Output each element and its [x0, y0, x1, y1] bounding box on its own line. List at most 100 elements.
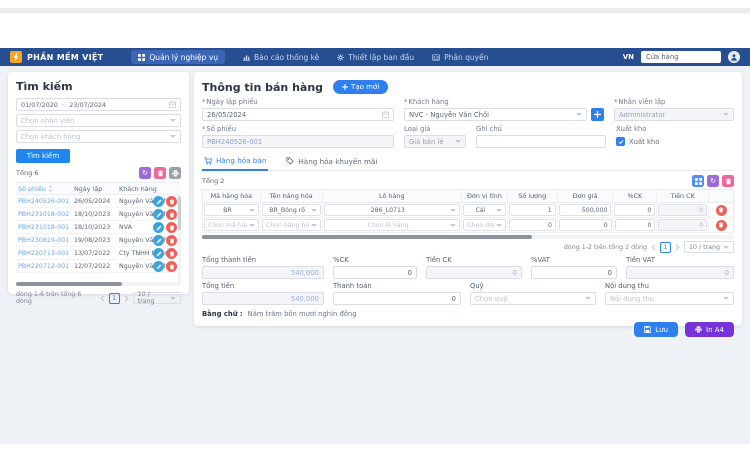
- refresh-button[interactable]: ↻: [139, 167, 151, 179]
- print-a4-button[interactable]: In A4: [685, 322, 734, 337]
- price-input[interactable]: 0: [559, 219, 612, 231]
- col-date[interactable]: Ngày lập: [74, 185, 119, 193]
- edit-button[interactable]: [153, 196, 164, 207]
- delete-button[interactable]: [166, 235, 177, 246]
- voucher-link[interactable]: PBH231018-001: [16, 224, 74, 231]
- chevron-down-icon: [723, 113, 729, 116]
- price-type-select[interactable]: Giá bán lẻ: [404, 135, 466, 148]
- discount-pct-input[interactable]: 0: [615, 219, 656, 231]
- table-row[interactable]: PBH231018-001 18/10/2023 NVA: [16, 221, 181, 234]
- delete-button[interactable]: [166, 248, 177, 259]
- nav-item-business[interactable]: Quản lý nghiệp vụ: [131, 50, 225, 64]
- horizontal-scrollbar[interactable]: [16, 282, 181, 286]
- staff-select[interactable]: Administrator: [614, 108, 734, 121]
- col-code[interactable]: Số phiếu: [16, 185, 74, 193]
- search-panel: Tìm kiếm 01/07/2020 ~ 23/07/2024 Chọn nh…: [8, 72, 189, 294]
- item-code-select[interactable]: BR: [204, 204, 259, 216]
- page-size-select[interactable]: 10 / trang: [133, 292, 181, 304]
- item-code-select[interactable]: Chọn mã hàng hóa: [204, 219, 259, 231]
- horizontal-scrollbar[interactable]: [202, 235, 734, 239]
- batch-select[interactable]: 286_L0713: [324, 204, 460, 216]
- page-size-select[interactable]: 10 / trang: [684, 241, 734, 253]
- columns-button[interactable]: [692, 175, 704, 187]
- tab-promo-goods[interactable]: Hàng hóa khuyến mãi: [284, 154, 379, 170]
- tab-sold-goods[interactable]: Hàng hóa bán: [202, 154, 268, 171]
- chart-icon: [243, 54, 250, 61]
- delete-button[interactable]: [166, 209, 177, 220]
- prev-page-icon[interactable]: [651, 244, 656, 251]
- customer-select[interactable]: NVC - Nguyễn Văn Chồi: [404, 108, 587, 121]
- nav-item-reports[interactable]: Báo cáo thống kê: [243, 53, 319, 62]
- export-label: Xuất kho: [616, 125, 734, 133]
- col-customer[interactable]: Khách hàng: [119, 185, 181, 193]
- delete-row-button[interactable]: [716, 220, 727, 231]
- items-table: Mã hàng hóa Tên hàng hóa Lô hàng Đơn vị …: [202, 189, 734, 233]
- table-row[interactable]: PBH220712-001 12/07/2022 Nguyễn Văn Chồi: [16, 260, 181, 273]
- save-button[interactable]: Lưu: [634, 322, 678, 337]
- nav-item-permissions[interactable]: Phân quyền: [432, 53, 488, 62]
- vertical-scrollbar[interactable]: [178, 196, 181, 284]
- delete-button[interactable]: [722, 175, 734, 187]
- refresh-button[interactable]: ↻: [707, 175, 719, 187]
- search-button[interactable]: Tìm kiếm: [16, 149, 70, 163]
- edit-button[interactable]: [153, 261, 164, 272]
- edit-button[interactable]: [153, 235, 164, 246]
- employee-select[interactable]: Chọn nhân viên: [16, 114, 181, 127]
- receipt-content-select[interactable]: Nội dung thu: [605, 292, 734, 305]
- date-range-input[interactable]: 01/07/2020 ~ 23/07/2024: [16, 98, 181, 111]
- voucher-link[interactable]: PBH230819-001: [16, 237, 74, 244]
- delete-button[interactable]: [166, 261, 177, 272]
- voucher-link[interactable]: PBH231018-002: [16, 211, 74, 218]
- prev-page-icon[interactable]: [100, 295, 105, 302]
- store-input-value: Cửa hàng: [646, 53, 678, 61]
- create-new-button[interactable]: Tạo mới: [333, 80, 388, 94]
- qty-input[interactable]: 0: [509, 219, 556, 231]
- delete-button[interactable]: [166, 196, 177, 207]
- printer-icon: [695, 326, 702, 333]
- item-name-select[interactable]: BR_Bóng rổ: [262, 204, 321, 216]
- plus-icon: [342, 84, 348, 90]
- user-avatar-icon[interactable]: [728, 51, 740, 63]
- language-label[interactable]: VN: [623, 53, 634, 61]
- page-number[interactable]: 1: [109, 293, 120, 304]
- discount-pct-input[interactable]: 0: [333, 266, 417, 279]
- customer-select[interactable]: Chọn khách hàng: [16, 130, 181, 143]
- voucher-link[interactable]: PBH220713-001: [16, 250, 74, 257]
- qty-input[interactable]: 1: [509, 204, 556, 216]
- voucher-link[interactable]: PBH240526-001: [16, 198, 74, 205]
- chevron-down-icon: [496, 224, 502, 227]
- batch-select[interactable]: Chọn lô hàng: [324, 219, 460, 231]
- store-input[interactable]: Cửa hàng: [641, 51, 721, 63]
- table-row[interactable]: PBH240526-001 26/05/2024 Nguyễn Văn Chồi: [16, 195, 181, 208]
- nav-item-setup[interactable]: Thiết lập ban đầu: [337, 53, 414, 62]
- unit-select[interactable]: Cái: [463, 204, 506, 216]
- next-page-icon[interactable]: [675, 244, 680, 251]
- export-checkbox-label: Xuất kho: [629, 138, 659, 146]
- vat-pct-input[interactable]: 0: [531, 266, 617, 279]
- delete-button[interactable]: [154, 167, 166, 179]
- unit-select[interactable]: Chọn đơn vị tính: [463, 219, 506, 231]
- edit-button[interactable]: [153, 222, 164, 233]
- edit-button[interactable]: [153, 248, 164, 259]
- delete-button[interactable]: [166, 222, 177, 233]
- item-name-select[interactable]: Chọn hàng hóa: [262, 219, 321, 231]
- table-row[interactable]: PBH230819-001 19/08/2023 Nguyễn Văn Chồi: [16, 234, 181, 247]
- next-page-icon[interactable]: [124, 295, 129, 302]
- discount-pct-input[interactable]: 0: [614, 204, 655, 216]
- edit-button[interactable]: [153, 209, 164, 220]
- fund-select[interactable]: Chọn quỹ: [470, 292, 596, 305]
- table-row[interactable]: PBH231018-002 18/10/2023 Nguyễn Văn Chồi: [16, 208, 181, 221]
- price-input[interactable]: 500,000: [559, 204, 612, 216]
- note-input[interactable]: [476, 135, 606, 148]
- voucher-link[interactable]: PBH220712-001: [16, 263, 74, 270]
- export-checkbox[interactable]: [616, 137, 625, 146]
- brand-name: PHẦN MỀM VIỆT: [27, 53, 103, 62]
- voucher-date-input[interactable]: 26/05/2024: [202, 108, 394, 121]
- print-button[interactable]: [169, 167, 181, 179]
- page-number[interactable]: 1: [660, 242, 671, 253]
- amount-in-words: Bằng chữ : Năm trăm bốn mươi nghìn đồng: [202, 310, 734, 318]
- table-row[interactable]: PBH220713-001 13/07/2022 Cty TNHH Hoàn T…: [16, 247, 181, 260]
- payment-input[interactable]: 0: [333, 292, 461, 305]
- add-customer-button[interactable]: [591, 108, 604, 121]
- delete-row-button[interactable]: [716, 205, 727, 216]
